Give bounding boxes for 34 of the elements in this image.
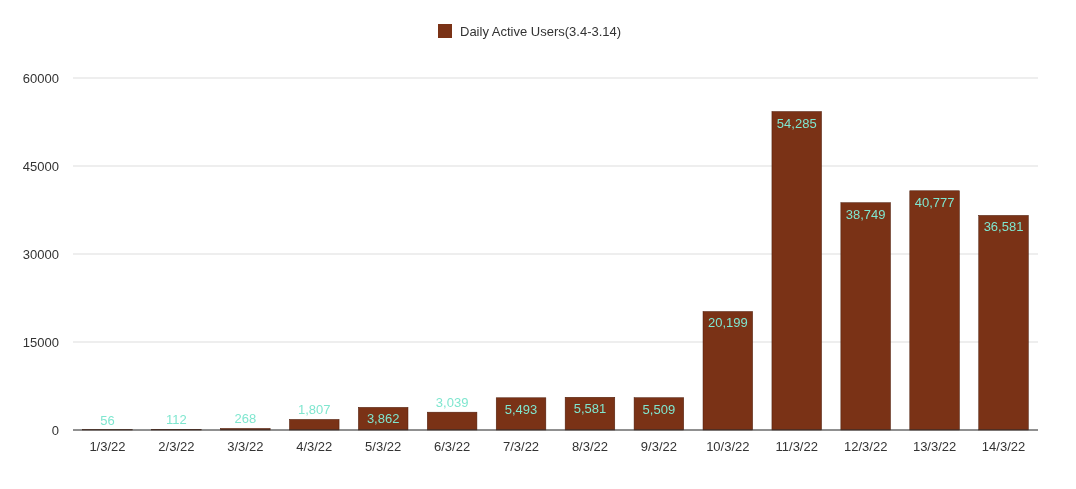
data-label: 5,581 [573, 401, 607, 417]
data-label: 5,509 [642, 401, 676, 417]
legend-label: Daily Active Users(3.4-3.14) [460, 24, 622, 39]
y-tick-label: 0 [51, 423, 59, 438]
data-label: 56 [100, 412, 115, 428]
data-label: 36,581 [983, 219, 1024, 235]
data-label: 5,493 [504, 401, 538, 417]
data-label: 38,749 [845, 206, 886, 222]
y-tick-label: 15000 [22, 335, 59, 350]
x-tick-label: 10/3/22 [706, 439, 750, 454]
data-label: 54,285 [776, 115, 817, 131]
x-tick-label: 13/3/22 [912, 439, 957, 454]
y-tick-label: 60000 [22, 71, 59, 86]
data-label: 112 [166, 412, 187, 428]
x-tick-label: 11/3/22 [775, 439, 818, 454]
data-label: 1,807 [297, 402, 331, 418]
x-tick-label: 1/3/22 [89, 439, 126, 454]
x-tick-label: 14/3/22 [981, 439, 1026, 454]
data-label: 268 [234, 411, 257, 427]
x-tick-label: 3/3/22 [227, 439, 264, 454]
data-label: 3,039 [435, 395, 469, 411]
data-label: 3,862 [366, 411, 400, 427]
data-label: 40,777 [914, 194, 955, 210]
x-tick-label: 12/3/22 [843, 439, 888, 454]
x-tick-label: 7/3/22 [502, 439, 540, 454]
x-tick-label: 8/3/22 [571, 439, 609, 454]
y-tick-label: 45000 [22, 159, 59, 174]
x-tick-label: 5/3/22 [365, 439, 402, 454]
x-tick-label: 4/3/22 [296, 439, 333, 454]
x-tick-label: 2/3/22 [158, 439, 195, 454]
x-tick-label: 6/3/22 [434, 439, 471, 454]
y-tick-label: 30000 [22, 247, 59, 262]
x-tick-label: 9/3/22 [640, 439, 677, 454]
data-label: 20,199 [707, 315, 748, 331]
